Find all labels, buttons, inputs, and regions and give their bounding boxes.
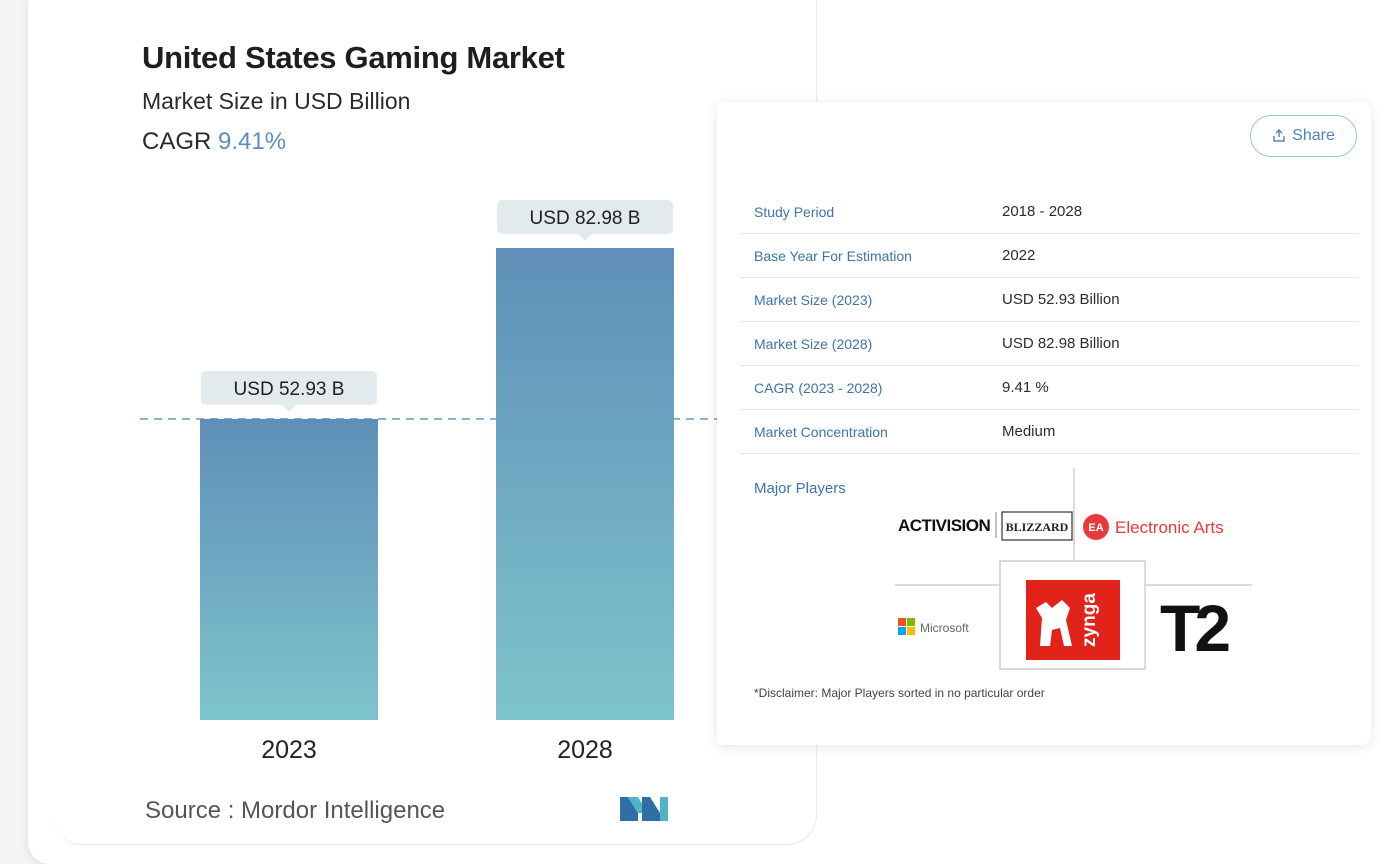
major-players-label: Major Players <box>754 480 846 497</box>
data-label-bg <box>497 200 673 234</box>
info-value: 2018 - 2028 <box>1002 203 1083 220</box>
data-label: USD 52.93 B <box>234 379 345 400</box>
info-table: Study Period 2018 - 2028 Base Year For E… <box>740 190 1358 454</box>
zynga-wordmark: zynga <box>1079 593 1100 647</box>
bar-chart: USD 52.93 B 2023 USD 82.98 B 2028 <box>140 200 720 764</box>
info-row-market-size-2028: Market Size (2028) USD 82.98 Billion <box>740 322 1358 366</box>
share-icon <box>1273 129 1285 142</box>
cagr-value: 9.41% <box>218 128 287 155</box>
electronic-arts-logo: Electronic Arts <box>1115 518 1224 537</box>
bar-2023 <box>200 418 378 720</box>
info-label: Market Size (2023) <box>754 291 873 308</box>
data-label-pointer <box>282 404 296 412</box>
ea-logo <box>1083 514 1109 540</box>
source-text: Source : Mordor Intelligence <box>145 797 446 824</box>
mordor-intelligence-logo <box>620 797 668 821</box>
chart-title: United States Gaming Market <box>142 40 565 75</box>
info-row-study-period: Study Period 2018 - 2028 <box>740 190 1358 234</box>
info-value: Medium <box>1002 423 1056 440</box>
info-label: Market Concentration <box>754 423 888 440</box>
major-players-logos: ACTIVISION BLIZZARD EA Electronic Arts M… <box>895 468 1252 670</box>
disclaimer-text: *Disclaimer: Major Players sorted in no … <box>754 686 1045 700</box>
info-label: Market Size (2028) <box>754 335 873 352</box>
share-label: Share <box>1292 127 1335 144</box>
x-tick-label: 2023 <box>261 736 317 764</box>
zynga-dog-icon <box>1036 600 1072 646</box>
zynga-logo <box>1026 580 1120 660</box>
x-tick-label: 2028 <box>557 736 613 764</box>
info-label: Base Year For Estimation <box>754 247 912 264</box>
data-label-bg <box>201 370 377 405</box>
info-label: CAGR (2023 - 2028) <box>754 379 883 396</box>
chart-card <box>52 0 817 845</box>
data-label: USD 82.98 B <box>530 208 641 229</box>
info-label: Study Period <box>754 203 835 220</box>
share-button[interactable]: Share <box>1250 115 1357 157</box>
data-label-pointer <box>578 234 592 241</box>
blizzard-logo: BLIZZARD <box>1006 520 1069 534</box>
info-value: 2022 <box>1002 247 1036 264</box>
info-row-cagr: CAGR (2023 - 2028) 9.41 % <box>740 366 1358 410</box>
cagr-line: CAGR 9.41% <box>142 128 286 156</box>
cagr-label: CAGR <box>142 128 212 155</box>
ea-badge-text: EA <box>1088 522 1103 534</box>
info-row-market-size-2023: Market Size (2023) USD 52.93 Billion <box>740 278 1358 322</box>
microsoft-wordmark: Microsoft <box>920 621 969 635</box>
bar-2028 <box>496 248 674 720</box>
microsoft-logo <box>898 618 915 635</box>
info-value: USD 52.93 Billion <box>1002 291 1120 308</box>
info-value: 9.41 % <box>1002 379 1049 396</box>
activision-logo: ACTIVISION <box>898 516 991 535</box>
info-row-market-concentration: Market Concentration Medium <box>740 410 1358 454</box>
info-row-base-year: Base Year For Estimation 2022 <box>740 234 1358 278</box>
chart-subtitle: Market Size in USD Billion <box>142 88 411 114</box>
blizzard-frame <box>1001 511 1073 541</box>
info-value: USD 82.98 Billion <box>1002 335 1120 352</box>
t2-logo: T2 <box>1160 591 1229 665</box>
